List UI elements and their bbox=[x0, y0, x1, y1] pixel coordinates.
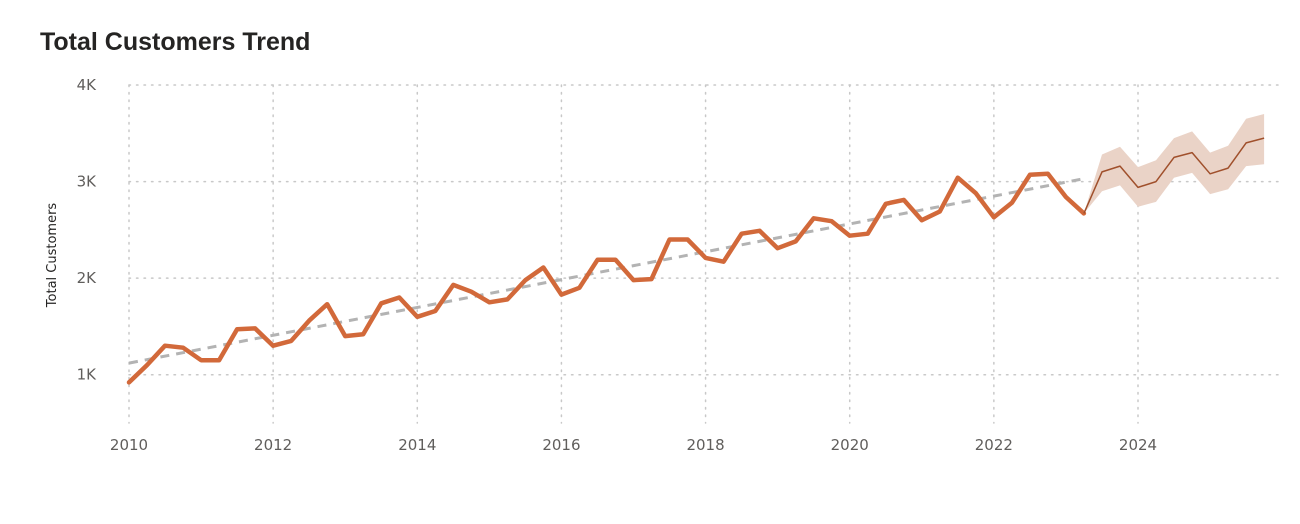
y-tick-label: 3K bbox=[77, 173, 98, 191]
axis-labels: 1K 2K 3K 4K 2010 2012 2014 2016 2018 2020 2022 2024 bbox=[77, 76, 1157, 454]
y-axis-label: Total Customers bbox=[45, 203, 60, 309]
y-tick-label: 4K bbox=[77, 76, 98, 94]
actual-customers-line bbox=[126, 171, 1087, 385]
x-tick-label: 2014 bbox=[398, 436, 436, 454]
y-tick-label: 2K bbox=[77, 269, 98, 287]
chart-title: Total Customers Trend bbox=[40, 28, 311, 56]
y-tick-label: 1K bbox=[77, 366, 98, 384]
x-tick-label: 2018 bbox=[686, 436, 724, 454]
x-tick-label: 2022 bbox=[975, 436, 1013, 454]
trend-line-layer bbox=[128, 177, 1085, 365]
x-tick-label: 2024 bbox=[1119, 436, 1157, 454]
x-tick-label: 2010 bbox=[110, 436, 148, 454]
forecast-line bbox=[1083, 137, 1265, 214]
trend-line bbox=[128, 177, 1085, 365]
forecast-confidence-band bbox=[1083, 114, 1265, 214]
forecast-band bbox=[1083, 114, 1265, 214]
x-tick-label: 2016 bbox=[542, 436, 580, 454]
x-tick-label: 2020 bbox=[831, 436, 869, 454]
series-lines bbox=[126, 137, 1265, 385]
x-tick-label: 2012 bbox=[254, 436, 292, 454]
